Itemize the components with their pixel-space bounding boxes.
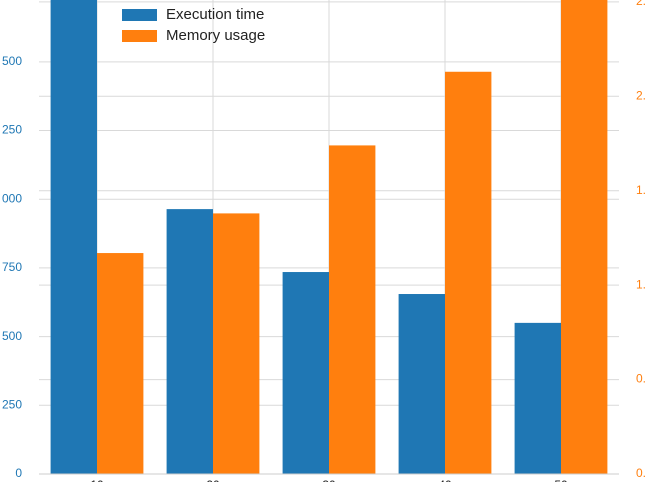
y2-tick-label: 0. [636,466,646,480]
x-tick-label: 40 [438,478,452,482]
bar [282,272,329,474]
y-tick-label: 0 [15,466,22,480]
bar [50,0,97,475]
y-tick-label: 250 [2,397,22,411]
y2-tick-label: 2. [636,0,646,8]
bar [97,253,144,474]
y2-tick-label: 1. [636,277,646,291]
y-tick-label: 000 [2,191,22,205]
y-tick-label: 500 [2,329,22,343]
legend-label: Execution time [166,6,264,23]
x-tick-label: 30 [322,478,336,482]
y-tick-label: 500 [2,54,22,68]
bar [398,294,445,474]
bar [561,0,608,474]
x-tick-label: 20 [206,478,220,482]
legend-swatch [122,9,157,21]
bar [329,145,376,475]
bar [514,322,561,474]
y2-tick-label: 2. [636,88,646,102]
bar [213,213,260,475]
bar [166,209,213,474]
legend-label: Memory usage [166,27,265,44]
x-tick-label: 10 [90,478,104,482]
y-tick-label: 250 [2,123,22,137]
y2-tick-label: 1. [636,183,646,197]
y-tick-label: 750 [2,260,22,274]
x-tick-label: 50 [554,478,568,482]
y2-tick-label: 0. [636,372,646,386]
legend-swatch [122,30,157,42]
bar [445,71,492,474]
